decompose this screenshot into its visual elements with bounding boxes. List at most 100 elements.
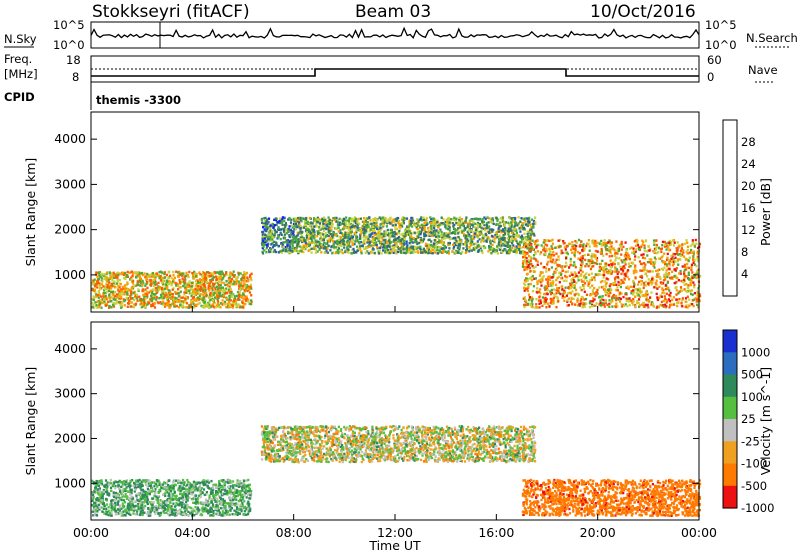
data-cell — [527, 236, 530, 239]
data-cell — [442, 236, 445, 239]
data-cell — [525, 280, 528, 283]
data-cell — [228, 285, 231, 288]
data-cell — [630, 261, 633, 264]
data-cell — [152, 278, 155, 282]
data-cell — [96, 286, 99, 289]
data-cell — [459, 222, 462, 225]
data-cell — [322, 229, 325, 232]
data-cell — [530, 276, 533, 279]
data-cell — [625, 286, 628, 289]
data-cell — [306, 222, 309, 225]
data-cell — [602, 285, 605, 288]
data-cell — [593, 287, 596, 290]
data-cell — [95, 295, 98, 298]
data-cell — [323, 245, 326, 248]
freq-label-2: [MHz] — [4, 67, 38, 81]
data-cell — [571, 285, 574, 288]
data-cell — [306, 228, 309, 231]
data-cell — [397, 231, 400, 234]
data-cell — [291, 250, 294, 253]
data-cell — [336, 239, 339, 243]
data-cell — [609, 262, 613, 266]
data-cell — [573, 286, 576, 290]
data-cell — [442, 243, 445, 246]
data-cell — [691, 239, 694, 242]
data-cell — [264, 233, 267, 236]
data-cell — [546, 287, 549, 290]
data-cell — [235, 276, 238, 280]
data-cell — [470, 219, 473, 222]
data-cell — [172, 298, 176, 301]
data-cell — [250, 300, 253, 303]
data-cell — [392, 240, 395, 243]
data-cell — [549, 281, 552, 285]
data-cell — [131, 296, 134, 300]
data-cell — [322, 239, 325, 242]
data-cell — [458, 245, 461, 248]
data-cell — [296, 225, 299, 229]
data-cell — [603, 266, 606, 269]
data-cell — [394, 223, 397, 226]
data-cell — [326, 247, 329, 250]
data-cell — [500, 231, 503, 234]
data-cell — [487, 231, 490, 234]
data-cell — [203, 301, 206, 305]
data-cell — [430, 217, 433, 221]
data-cell — [174, 290, 177, 294]
data-cell — [236, 298, 240, 301]
data-cell — [288, 235, 291, 239]
data-cell — [336, 221, 340, 224]
data-cell — [397, 235, 401, 239]
data-cell — [134, 271, 137, 274]
data-cell — [302, 217, 305, 220]
data-cell — [668, 289, 671, 292]
data-cell — [314, 220, 317, 223]
data-cell — [524, 237, 527, 241]
data-cell — [134, 303, 137, 307]
data-cell — [217, 305, 220, 308]
data-cell — [113, 296, 116, 299]
data-cell — [636, 300, 639, 303]
data-cell — [419, 217, 422, 220]
data-cell — [417, 224, 420, 227]
data-cell — [515, 245, 518, 248]
data-cell — [483, 228, 486, 232]
data-cell — [515, 247, 518, 250]
data-cell — [389, 222, 392, 225]
data-cell — [479, 230, 482, 233]
data-cell — [222, 277, 225, 280]
data-cell — [663, 240, 666, 244]
data-cell — [563, 295, 566, 299]
data-cell — [311, 231, 314, 234]
data-cell — [396, 227, 399, 231]
data-cell — [402, 232, 405, 235]
data-cell — [152, 273, 155, 277]
data-cell — [141, 305, 144, 308]
data-cell — [617, 249, 621, 252]
data-cell — [273, 240, 276, 244]
data-cell — [325, 249, 328, 252]
data-cell — [111, 279, 114, 282]
data-cell — [573, 244, 576, 247]
data-cell — [105, 272, 108, 275]
data-cell — [291, 230, 294, 233]
data-cell — [540, 278, 543, 281]
data-cell — [165, 273, 168, 277]
data-cell — [386, 251, 389, 255]
data-cell — [573, 251, 576, 255]
data-cell — [650, 303, 653, 306]
data-cell — [311, 239, 314, 243]
data-cell — [417, 235, 420, 238]
data-cell — [548, 268, 551, 271]
data-cell — [229, 280, 232, 283]
data-cell — [491, 247, 494, 250]
data-cell — [529, 260, 532, 263]
data-cell — [282, 247, 285, 251]
data-cell — [144, 297, 147, 300]
data-cell — [513, 228, 516, 231]
data-cell — [381, 224, 385, 227]
data-cell — [597, 296, 601, 299]
data-cell — [581, 301, 585, 305]
data-cell — [667, 268, 670, 271]
data-cell — [249, 275, 252, 279]
